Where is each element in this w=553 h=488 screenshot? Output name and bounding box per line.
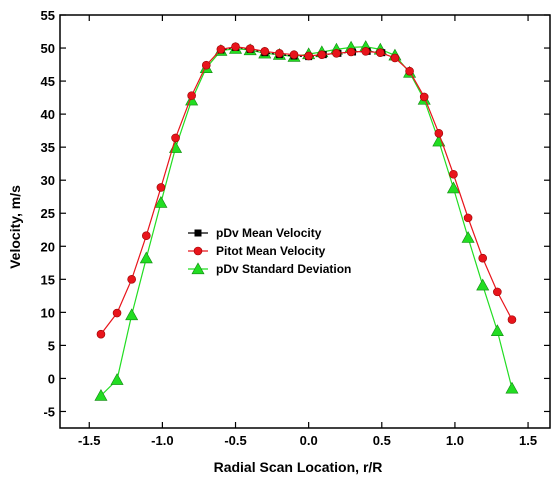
y-tick-label: -5 — [43, 404, 55, 419]
legend-label: pDv Mean Velocity — [216, 226, 322, 240]
data-point — [361, 47, 371, 56]
y-tick-label: 10 — [41, 305, 55, 320]
data-point — [376, 48, 385, 57]
data-point — [127, 275, 136, 284]
data-point — [317, 50, 327, 59]
data-point — [419, 92, 429, 102]
legend-label: Pitot Mean Velocity — [216, 244, 326, 258]
data-point — [476, 278, 490, 291]
data-point — [110, 373, 124, 385]
y-axis-label: Velocity, m/s — [7, 185, 23, 269]
x-axis-label: Radial Scan Location, r/R — [214, 459, 383, 475]
legend: pDv Mean Velocity Pitot Mean Velocity pDv … — [188, 226, 351, 276]
data-point — [505, 381, 519, 394]
legend-label: pDv Standard Deviation — [216, 262, 351, 276]
data-point — [125, 308, 139, 321]
y-tick-label: 20 — [41, 239, 55, 254]
y-tick-label: 25 — [41, 206, 55, 221]
data-point — [446, 181, 460, 194]
plot-frame — [59, 14, 551, 429]
data-point — [405, 66, 414, 76]
y-tick-label: 45 — [41, 74, 55, 89]
series-layer — [94, 40, 519, 401]
series-triangle — [94, 40, 519, 401]
data-point — [231, 42, 240, 52]
data-point — [304, 51, 313, 61]
data-point — [245, 44, 255, 54]
x-tick-label: 1.0 — [446, 433, 464, 448]
data-point — [96, 329, 106, 339]
series-circle — [96, 42, 517, 339]
y-tick-label: 5 — [48, 338, 55, 353]
x-tick-label: -0.5 — [224, 433, 246, 448]
data-point — [94, 389, 108, 401]
legend-marker — [193, 246, 203, 256]
y-tick-label: 30 — [41, 173, 55, 188]
data-point — [434, 128, 444, 138]
data-point — [289, 50, 299, 59]
axes-layer: -1.5 -1.0 -0.5 0.0 0.5 1.0 1.5 -5 0 5 10 15 20 25 30 35… — [41, 8, 551, 448]
series-line — [100, 46, 513, 397]
data-point — [112, 308, 122, 318]
data-point — [171, 133, 180, 143]
x-tick-label: 0.5 — [373, 433, 391, 448]
x-tick-label: -1.5 — [78, 433, 100, 448]
y-tick-label: 55 — [41, 8, 55, 23]
data-point — [332, 49, 341, 58]
data-point — [201, 60, 211, 70]
y-tick-label: 0 — [48, 371, 55, 386]
data-point — [478, 253, 488, 263]
y-tick-label: 35 — [41, 140, 55, 155]
data-point — [141, 231, 151, 241]
y-tick-label: 15 — [41, 272, 55, 287]
data-point — [139, 251, 153, 264]
data-point — [463, 213, 473, 223]
data-point — [490, 324, 504, 336]
data-point — [216, 45, 226, 54]
data-point — [275, 49, 284, 58]
data-point — [493, 287, 502, 297]
data-point — [507, 315, 517, 324]
data-point — [260, 47, 270, 56]
legend-marker — [194, 229, 202, 237]
data-point — [346, 47, 356, 57]
data-point — [154, 196, 168, 208]
x-tick-label: 1.5 — [519, 433, 537, 448]
data-point — [449, 169, 458, 179]
data-point — [187, 91, 196, 100]
data-point — [461, 231, 475, 243]
legend-marker — [191, 262, 205, 275]
x-tick-label: -1.0 — [151, 433, 173, 448]
y-tick-label: 50 — [41, 41, 55, 56]
y-tick-label: 40 — [41, 107, 55, 122]
series-line — [220, 46, 382, 58]
x-tick-label: 0.0 — [300, 433, 318, 448]
data-point — [390, 53, 400, 63]
data-point — [156, 183, 166, 192]
